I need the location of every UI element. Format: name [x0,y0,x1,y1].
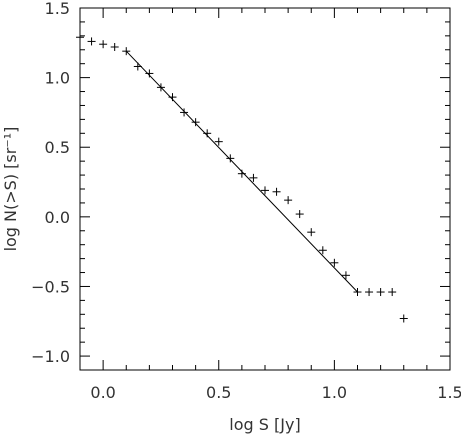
data-point [122,47,131,56]
data-point [295,210,304,219]
data-point [365,288,374,297]
data-point [399,314,408,323]
x-tick-label: 0.0 [90,383,115,402]
data-point [237,169,246,178]
x-tick-label: 1.5 [437,383,461,402]
data-point [99,40,108,49]
y-tick-label: 1.0 [45,69,70,88]
data-point [388,288,397,297]
y-tick-label: 1.5 [45,0,70,18]
points-layer [76,33,408,323]
y-axis-label: log N(>S) [sr⁻¹] [1,127,20,252]
data-point [330,258,339,267]
data-point [133,62,142,71]
y-tick-label: −1.0 [31,347,70,366]
data-point [203,129,212,138]
data-point [318,246,327,255]
data-point [226,154,235,163]
data-point [341,271,350,280]
y-tick-label: −0.5 [31,277,70,296]
data-point [307,228,316,237]
data-point [214,137,223,146]
x-tick-label: 1.0 [322,383,347,402]
data-point [249,173,258,182]
data-point [168,93,177,102]
data-point [261,186,269,195]
data-point [156,83,165,92]
data-point [87,37,96,46]
data-point [180,108,189,117]
data-point [191,118,200,127]
axes-layer [79,7,451,371]
data-point [110,42,119,51]
y-tick-label: 0.5 [45,138,70,157]
x-tick-label: 0.5 [206,383,231,402]
data-point [76,33,84,42]
y-tick-label: 0.0 [45,208,70,227]
x-axis-label: log S [Jy] [229,415,300,434]
data-point [353,288,362,297]
data-point [272,187,281,196]
data-point [376,288,385,297]
data-point [284,196,293,205]
data-point [145,69,154,78]
